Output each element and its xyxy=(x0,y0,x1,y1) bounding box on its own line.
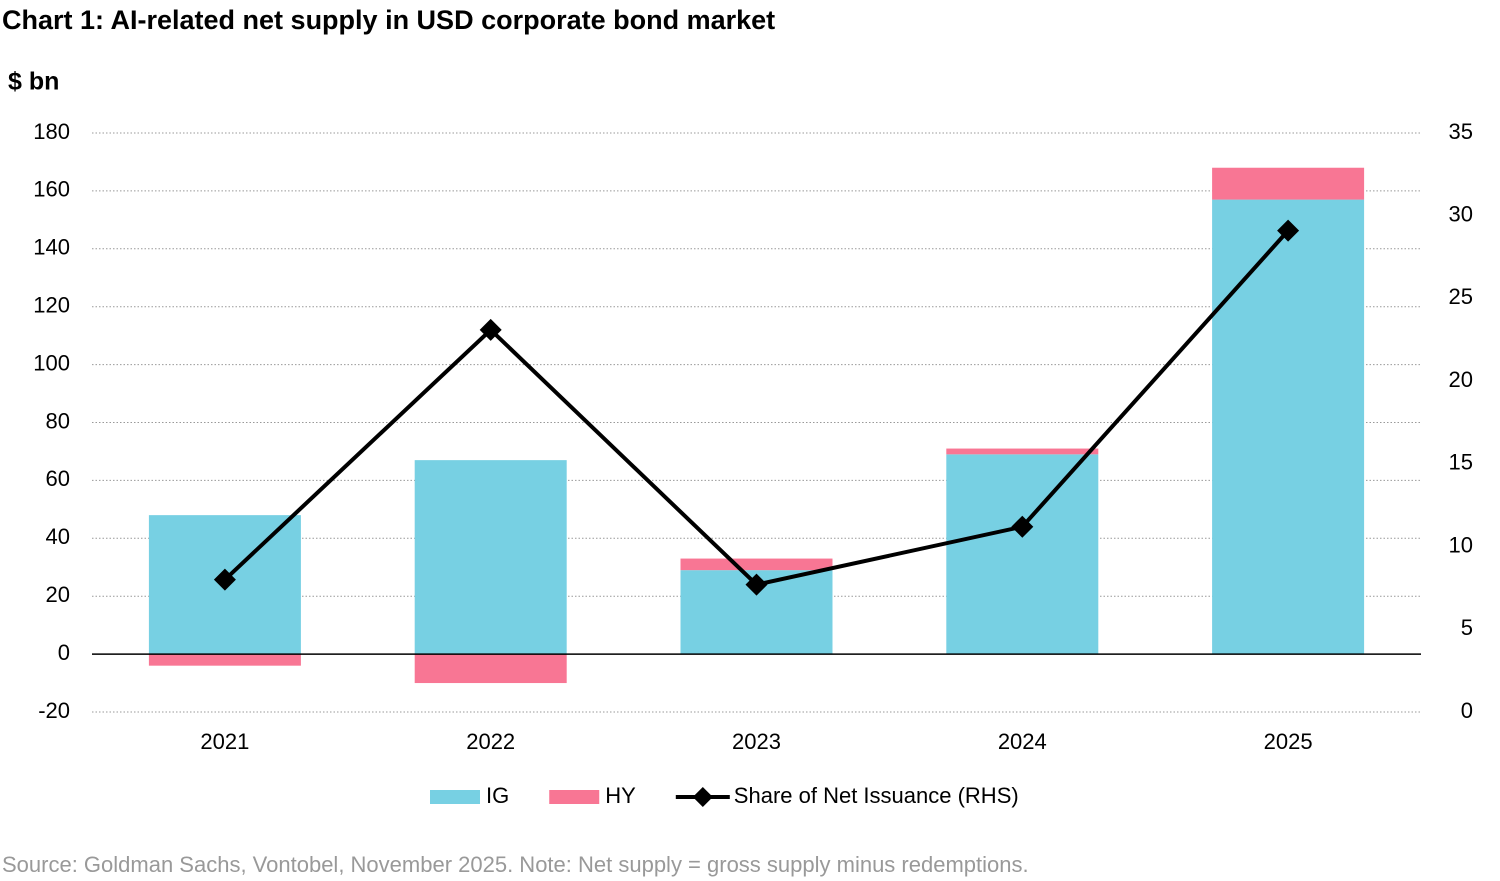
y-tick-label: 40 xyxy=(46,524,70,549)
line-marker xyxy=(745,573,768,596)
y-tick-label: 80 xyxy=(46,408,70,433)
y2-tick-label: 20 xyxy=(1449,367,1473,392)
legend-label: Share of Net Issuance (RHS) xyxy=(734,783,1019,808)
legend-marker xyxy=(692,787,713,807)
chart-title: Chart 1: AI-related net supply in USD co… xyxy=(2,5,775,35)
y2-tick-label: 0 xyxy=(1461,698,1473,723)
y2-tick-label: 25 xyxy=(1449,284,1473,309)
bar xyxy=(148,654,301,666)
bar xyxy=(1212,167,1365,200)
line-marker xyxy=(213,568,236,591)
legend-swatch xyxy=(430,790,480,804)
y-tick-label: 120 xyxy=(33,293,70,318)
x-tick-label: 2022 xyxy=(466,729,515,754)
x-tick-label: 2025 xyxy=(1264,729,1313,754)
bar xyxy=(414,460,567,655)
legend-label: HY xyxy=(605,783,636,808)
bar xyxy=(414,654,567,684)
bar xyxy=(680,558,833,571)
x-tick-label: 2024 xyxy=(998,729,1047,754)
bar xyxy=(946,448,1099,455)
y-tick-label: 60 xyxy=(46,466,70,491)
y-axis-label: $ bn xyxy=(8,68,59,96)
bar xyxy=(1212,199,1365,655)
line xyxy=(223,229,1290,587)
y2-tick-label: 35 xyxy=(1449,119,1473,144)
x-tick-label: 2023 xyxy=(732,729,781,754)
y-tick-label: 140 xyxy=(33,235,70,260)
y2-tick-label: 15 xyxy=(1449,450,1473,475)
y2-tick-label: 5 xyxy=(1461,615,1473,640)
line-marker xyxy=(1277,219,1300,242)
source-note: Source: Goldman Sachs, Vontobel, Novembe… xyxy=(2,852,1029,877)
line-marker xyxy=(1011,515,1034,538)
bar xyxy=(946,454,1099,655)
legend-label: IG xyxy=(486,783,509,808)
line-marker xyxy=(479,318,502,341)
y-tick-label: 100 xyxy=(33,350,70,375)
y-tick-label: 180 xyxy=(33,119,70,144)
y2-tick-label: 30 xyxy=(1449,202,1473,227)
x-tick-label: 2021 xyxy=(200,729,249,754)
y2-tick-label: 10 xyxy=(1449,532,1473,557)
legend-swatch xyxy=(549,790,600,804)
y-tick-label: 160 xyxy=(33,177,70,202)
y-tick-label: 0 xyxy=(58,640,70,665)
y-tick-label: 20 xyxy=(46,582,70,607)
y-tick-label: -20 xyxy=(38,698,70,723)
